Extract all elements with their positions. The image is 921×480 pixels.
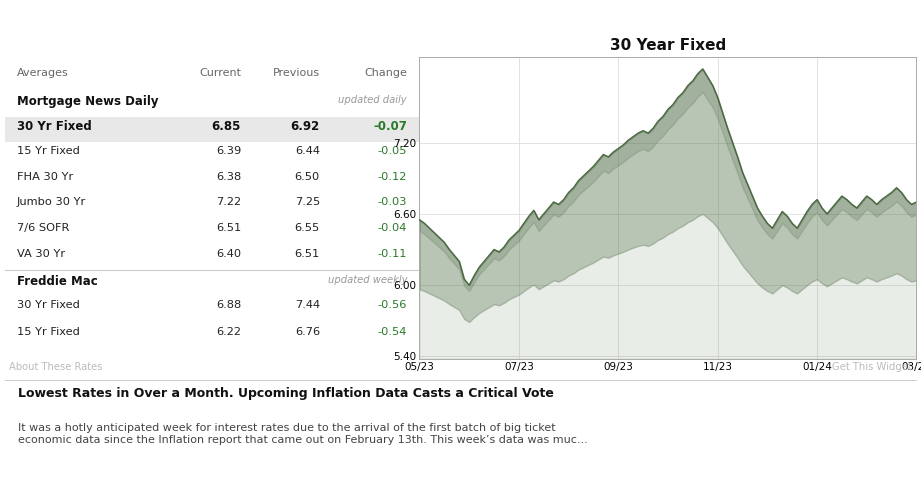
- Text: updated weekly: updated weekly: [328, 275, 407, 285]
- Text: 6.40: 6.40: [216, 249, 241, 259]
- Text: 15 Yr Fixed: 15 Yr Fixed: [17, 146, 80, 156]
- Text: 6.85: 6.85: [212, 120, 241, 133]
- Text: 6.92: 6.92: [291, 120, 320, 133]
- Text: -0.04: -0.04: [378, 223, 407, 233]
- Text: 6.51: 6.51: [295, 249, 320, 259]
- Text: 6.38: 6.38: [216, 172, 241, 182]
- Text: 6.88: 6.88: [216, 300, 241, 310]
- Text: Change: Change: [364, 68, 407, 78]
- Text: 7/6 SOFR: 7/6 SOFR: [17, 223, 69, 233]
- Text: -0.12: -0.12: [378, 172, 407, 182]
- Text: -0.03: -0.03: [378, 197, 407, 207]
- Text: Current: Current: [199, 68, 241, 78]
- Text: 7.22: 7.22: [216, 197, 241, 207]
- Text: VA 30 Yr: VA 30 Yr: [17, 249, 65, 259]
- Text: It was a hotly anticipated week for interest rates due to the arrival of the fir: It was a hotly anticipated week for inte…: [18, 423, 588, 444]
- Text: -0.56: -0.56: [378, 300, 407, 310]
- Title: 30 Year Fixed: 30 Year Fixed: [610, 38, 726, 53]
- Text: 6.55: 6.55: [295, 223, 320, 233]
- Text: -0.07: -0.07: [373, 120, 407, 133]
- Text: Jumbo 30 Yr: Jumbo 30 Yr: [17, 197, 87, 207]
- Text: Freddie Mac: Freddie Mac: [17, 275, 98, 288]
- Text: Averages: Averages: [17, 68, 69, 78]
- Text: Current Interest Rates: Current Interest Rates: [368, 21, 553, 39]
- Text: -0.11: -0.11: [378, 249, 407, 259]
- Text: 30 Yr Fixed: 30 Yr Fixed: [17, 120, 92, 133]
- Text: 15 Yr Fixed: 15 Yr Fixed: [17, 327, 80, 337]
- Text: About These Rates: About These Rates: [9, 362, 102, 372]
- Text: 6.39: 6.39: [216, 146, 241, 156]
- Text: -0.54: -0.54: [378, 327, 407, 337]
- Text: 30 Yr Fixed: 30 Yr Fixed: [17, 300, 80, 310]
- Text: updated daily: updated daily: [338, 95, 407, 105]
- Text: FHA 30 Yr: FHA 30 Yr: [17, 172, 74, 182]
- Text: Previous: Previous: [273, 68, 320, 78]
- Text: 6.44: 6.44: [295, 146, 320, 156]
- Text: 6.51: 6.51: [216, 223, 241, 233]
- Bar: [5, 118, 419, 142]
- Text: 7.25: 7.25: [295, 197, 320, 207]
- Text: -0.05: -0.05: [378, 146, 407, 156]
- Text: Mortgage News Daily: Mortgage News Daily: [17, 95, 158, 108]
- Text: 6.50: 6.50: [295, 172, 320, 182]
- Text: 6.76: 6.76: [295, 327, 320, 337]
- Text: Get This Widget: Get This Widget: [832, 362, 912, 372]
- Text: Lowest Rates in Over a Month. Upcoming Inflation Data Casts a Critical Vote: Lowest Rates in Over a Month. Upcoming I…: [18, 387, 554, 400]
- Text: 7.44: 7.44: [295, 300, 320, 310]
- Text: 6.22: 6.22: [216, 327, 241, 337]
